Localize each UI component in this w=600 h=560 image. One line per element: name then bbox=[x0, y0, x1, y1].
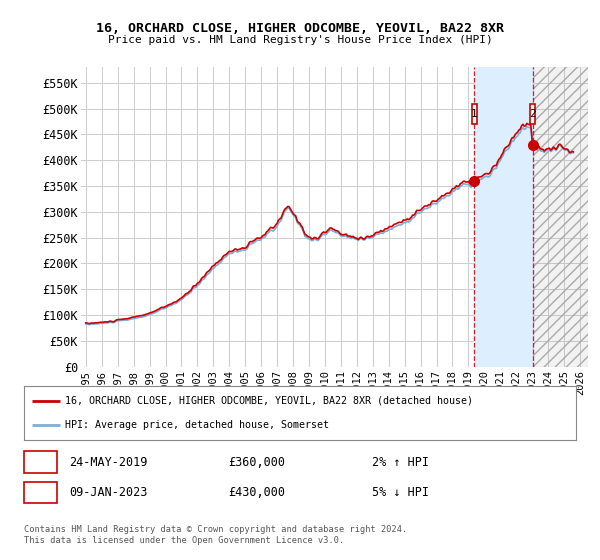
FancyBboxPatch shape bbox=[472, 104, 477, 124]
Text: 2% ↑ HPI: 2% ↑ HPI bbox=[372, 455, 429, 469]
Text: £430,000: £430,000 bbox=[228, 486, 285, 500]
Text: 1: 1 bbox=[471, 109, 478, 119]
Text: £360,000: £360,000 bbox=[228, 455, 285, 469]
Text: 16, ORCHARD CLOSE, HIGHER ODCOMBE, YEOVIL, BA22 8XR (detached house): 16, ORCHARD CLOSE, HIGHER ODCOMBE, YEOVI… bbox=[65, 396, 473, 406]
Text: 16, ORCHARD CLOSE, HIGHER ODCOMBE, YEOVIL, BA22 8XR: 16, ORCHARD CLOSE, HIGHER ODCOMBE, YEOVI… bbox=[96, 22, 504, 35]
Text: 24-MAY-2019: 24-MAY-2019 bbox=[69, 455, 148, 469]
Text: 2: 2 bbox=[529, 109, 536, 119]
FancyBboxPatch shape bbox=[530, 104, 535, 124]
Bar bbox=[533, 67, 588, 367]
Bar bbox=[533, 67, 588, 367]
Text: Contains HM Land Registry data © Crown copyright and database right 2024.
This d: Contains HM Land Registry data © Crown c… bbox=[24, 525, 407, 545]
Text: Price paid vs. HM Land Registry's House Price Index (HPI): Price paid vs. HM Land Registry's House … bbox=[107, 35, 493, 45]
Text: 2: 2 bbox=[37, 486, 44, 500]
Text: 1: 1 bbox=[37, 455, 44, 469]
Text: HPI: Average price, detached house, Somerset: HPI: Average price, detached house, Some… bbox=[65, 420, 329, 430]
Text: 09-JAN-2023: 09-JAN-2023 bbox=[69, 486, 148, 500]
Text: 5% ↓ HPI: 5% ↓ HPI bbox=[372, 486, 429, 500]
Bar bbox=[475, 67, 533, 367]
